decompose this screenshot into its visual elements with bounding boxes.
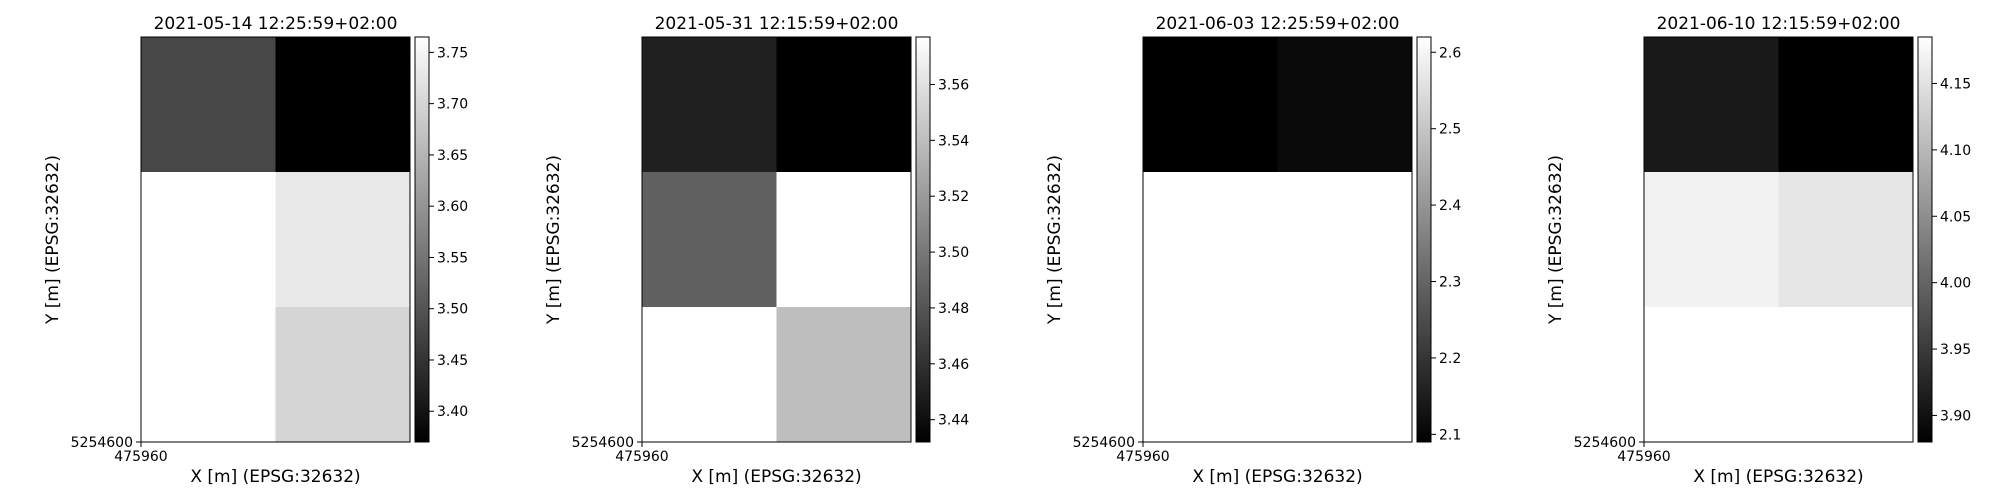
colorbar-tick-label: 2.6 <box>1439 45 1461 61</box>
colorbar-tick-label: 3.52 <box>938 189 969 205</box>
colorbar-tick-label: 3.44 <box>938 413 969 429</box>
colorbar-tick-label: 3.50 <box>938 245 969 261</box>
colorbar-tick-label: 3.56 <box>938 77 969 93</box>
chart-title: 2021-05-14 12:25:59+02:00 <box>154 14 398 34</box>
heatmap-cell <box>1644 37 1779 173</box>
colorbar-tick-label: 3.65 <box>437 148 468 164</box>
heatmap-cell <box>1277 37 1413 173</box>
chart-panel-2: 2021-05-31 12:15:59+02:00 475960 X [m] (EP… <box>544 14 969 487</box>
colorbar-tick-label: 3.48 <box>938 301 969 317</box>
heatmap-cell <box>275 37 411 173</box>
colorbar-tick-label: 3.50 <box>437 302 468 318</box>
chart-panel-1: 2021-05-14 12:25:59+02:00 475960 X [m] (EP… <box>43 14 468 487</box>
heatmap-cell <box>1644 307 1779 443</box>
heatmap-cell <box>141 307 276 443</box>
chart-panel-4: 2021-06-10 12:15:59+02:00 475960 X [m] (EP… <box>1546 14 1971 487</box>
heatmap-cell <box>1644 172 1779 308</box>
heatmap-cell <box>1143 172 1278 308</box>
colorbar-tick-label: 3.46 <box>938 357 969 373</box>
y-axis-label: Y [m] (EPSG:32632) <box>1546 155 1566 325</box>
y-tick-label: 5254600 <box>572 435 634 451</box>
colorbar <box>915 36 931 443</box>
colorbar-tick-label: 2.1 <box>1439 427 1461 443</box>
colorbar <box>1917 36 1933 443</box>
heatmap-cell <box>1277 307 1413 443</box>
colorbar-tick-label: 3.45 <box>437 353 468 369</box>
heatmap-cell <box>1143 37 1278 173</box>
x-axis-label: X [m] (EPSG:32632) <box>691 467 861 487</box>
colorbar-tick-label: 4.00 <box>1940 276 1971 292</box>
heatmap-cell <box>275 172 411 308</box>
colorbar-tick-label: 3.60 <box>437 199 468 215</box>
plot-frame <box>1142 36 1413 443</box>
colorbar-tick-label: 4.15 <box>1940 76 1971 92</box>
colorbar-tick-label: 3.55 <box>437 250 468 266</box>
y-axis-label: Y [m] (EPSG:32632) <box>544 155 564 325</box>
y-tick-label: 5254600 <box>1574 435 1636 451</box>
plot-frame <box>140 36 411 443</box>
x-tick-label: 475960 <box>114 449 167 465</box>
x-tick-label: 475960 <box>1617 449 1670 465</box>
chart-panel-3: 2021-06-03 12:25:59+02:00 475960 X [m] (EP… <box>1045 14 1461 487</box>
colorbar-tick-label: 4.05 <box>1940 209 1971 225</box>
colorbar-tick-label: 4.10 <box>1940 143 1971 159</box>
x-axis-label: X [m] (EPSG:32632) <box>190 467 360 487</box>
plot-frame <box>1643 36 1914 443</box>
heatmap-cell <box>1778 172 1914 308</box>
y-tick-label: 5254600 <box>1073 435 1135 451</box>
x-axis-label: X [m] (EPSG:32632) <box>1693 467 1863 487</box>
heatmap-cell <box>1277 172 1413 308</box>
x-axis-label: X [m] (EPSG:32632) <box>1192 467 1362 487</box>
colorbar-tick-label: 3.90 <box>1940 408 1971 424</box>
x-tick-label: 475960 <box>1116 449 1169 465</box>
y-tick-label: 5254600 <box>71 435 133 451</box>
colorbar-tick-label: 2.2 <box>1439 351 1461 367</box>
heatmap-cell <box>1778 37 1914 173</box>
colorbar-tick-label: 3.75 <box>437 45 468 61</box>
heatmap-cell <box>642 37 777 173</box>
heatmap-cell <box>642 172 777 308</box>
colorbar-tick-label: 3.40 <box>437 404 468 420</box>
colorbar <box>1416 36 1432 443</box>
heatmap-cell <box>141 172 276 308</box>
chart-title: 2021-06-03 12:25:59+02:00 <box>1156 14 1400 34</box>
y-axis-label: Y [m] (EPSG:32632) <box>1045 155 1065 325</box>
heatmap-cell <box>776 172 912 308</box>
heatmap-cell <box>275 307 411 443</box>
chart-title: 2021-06-10 12:15:59+02:00 <box>1657 14 1901 34</box>
heatmap-cell <box>141 37 276 173</box>
y-axis-label: Y [m] (EPSG:32632) <box>43 155 63 325</box>
heatmap-cell <box>1778 307 1914 443</box>
heatmap-cell <box>776 307 912 443</box>
heatmap-cell <box>642 307 777 443</box>
plot-frame <box>641 36 912 443</box>
heatmap-cell <box>1143 307 1278 443</box>
colorbar <box>414 36 430 443</box>
colorbar-tick-label: 2.5 <box>1439 122 1461 138</box>
colorbar-tick-label: 3.54 <box>938 133 969 149</box>
heatmap-cell <box>776 37 912 173</box>
colorbar-tick-label: 2.4 <box>1439 198 1461 214</box>
chart-title: 2021-05-31 12:15:59+02:00 <box>655 14 899 34</box>
colorbar-tick-label: 3.95 <box>1940 342 1971 358</box>
colorbar-tick-label: 3.70 <box>437 97 468 113</box>
x-tick-label: 475960 <box>615 449 668 465</box>
colorbar-tick-label: 2.3 <box>1439 275 1461 291</box>
